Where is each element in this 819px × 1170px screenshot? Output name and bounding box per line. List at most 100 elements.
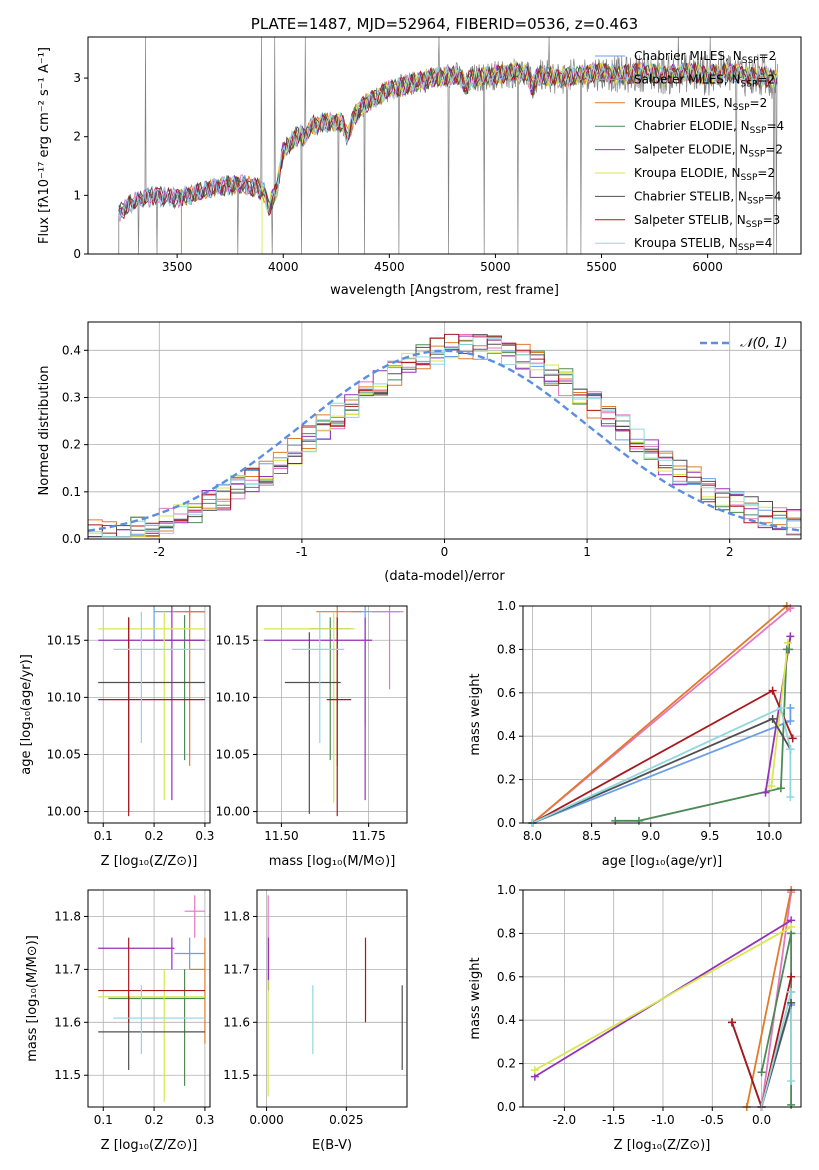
y-tick-label: 0.4 <box>497 729 516 743</box>
y-tick-label: 10.05 <box>216 747 250 761</box>
residual-histogram <box>88 333 801 538</box>
chart-title: PLATE=1487, MJD=52964, FIBERID=0536, z=0… <box>251 15 638 33</box>
y-tick-label: 1 <box>73 188 81 202</box>
x-axis-label: E(B-V) <box>312 1138 352 1153</box>
data-point-marker <box>786 792 795 801</box>
y-tick-label: 11.5 <box>54 1068 81 1082</box>
x-tick-label: 4500 <box>374 260 405 274</box>
legend-value: =2 <box>757 166 775 180</box>
x-tick-label: -2 <box>153 545 165 559</box>
legend-subscript: SSP <box>748 150 765 160</box>
panel-mass-weight-vs-age: 8.0 8.5 9.0 9.5 10.0 0.0 0.2 0.4 0.6 0.8 1.0 age [l… <box>468 599 802 869</box>
legend-subscript: SSP <box>733 103 750 113</box>
legend-subscript: SSP <box>747 196 764 206</box>
legend-value: =4 <box>766 119 784 133</box>
y-tick-label: 0.0 <box>497 1100 516 1114</box>
y-tick-label: 10.00 <box>216 805 250 819</box>
x-tick-label: 0.1 <box>94 1113 113 1127</box>
mass-weight-line <box>745 890 792 1107</box>
plot-area-mass-vs-Z <box>98 895 206 1102</box>
plot-area-mass-vs-ebv <box>267 895 403 1097</box>
data-point-marker <box>530 1066 539 1075</box>
y-axis-label: Normed distribution <box>37 366 52 496</box>
y-tick-label: 3 <box>73 71 81 85</box>
data-point-marker <box>787 1100 796 1109</box>
y-axis-label: Flux [fλ10⁻¹⁷ erg cm⁻² s⁻¹ A⁻¹] <box>37 47 52 244</box>
plot-area-mass-weight-vs-Z <box>534 890 792 1107</box>
x-axis-label: Z [log₁₀(Z/Z⊙)] <box>614 1138 711 1153</box>
y-tick-label: 1.0 <box>497 599 516 613</box>
x-tick-label: 0.2 <box>145 1113 164 1127</box>
data-point-marker <box>787 972 796 981</box>
axes-frame <box>256 889 408 1108</box>
axes-frame <box>256 605 408 824</box>
panel-mass-weight-vs-Z: -2.0 -1.5 -1.0 -0.5 0.0 0.0 0.2 0.4 0.6 0.8 1.0 Z [… <box>468 883 802 1153</box>
y-tick-label: 0.0 <box>497 816 516 830</box>
mass-weight-line <box>534 926 792 1071</box>
data-point-marker <box>768 686 777 695</box>
x-tick-label: 3500 <box>162 260 193 274</box>
x-axis-label: (data-model)/error <box>384 569 505 584</box>
residual-histogram <box>88 337 801 538</box>
data-point-marker <box>776 703 785 712</box>
plot-area-mass-weight-vs-age <box>531 606 794 823</box>
x-tick-label: 0.1 <box>94 829 113 843</box>
y-tick-label: 11.6 <box>223 1015 250 1029</box>
x-tick-label: 8.0 <box>523 829 542 843</box>
plot-area-age-vs-mass <box>263 606 404 817</box>
y-tick-label: 10.00 <box>47 805 81 819</box>
x-tick-label: -0.5 <box>701 1113 724 1127</box>
panel-mass-vs-Z: 0.1 0.2 0.3 11.5 11.6 11.7 11.8 Z [log₁₀(Z/Z⊙)]… <box>25 889 214 1153</box>
plot-area-age-vs-Z <box>98 606 205 817</box>
data-point-marker <box>787 987 796 996</box>
x-axis-label: Z [log₁₀(Z/Z⊙)] <box>101 854 198 869</box>
data-point-marker <box>785 645 794 654</box>
data-point-marker <box>768 714 777 723</box>
y-tick-label: 11.8 <box>223 909 250 923</box>
x-tick-label: 11.75 <box>351 829 385 843</box>
x-tick-label: 0.000 <box>249 1113 283 1127</box>
x-tick-label: 5000 <box>480 260 511 274</box>
legend-entry: Salpeter STELIB, NSSP=3 <box>634 213 780 230</box>
x-tick-label: 5500 <box>586 260 617 274</box>
axes-frame <box>522 889 802 1108</box>
x-tick-label: -1.0 <box>651 1113 674 1127</box>
y-tick-label: 11.8 <box>54 909 81 923</box>
legend: Chabrier MILES, NSSP=2 Salpeter MILES, NS… <box>595 49 784 253</box>
panel-mass-vs-ebv: 0.000 0.025 11.5 11.6 11.7 11.8 E(B-V) <box>223 889 408 1153</box>
y-tick-label: 0.8 <box>497 642 516 656</box>
x-tick-label: 9.5 <box>700 829 719 843</box>
x-tick-label: -1.5 <box>602 1113 625 1127</box>
x-tick-label: 0.2 <box>145 829 164 843</box>
y-tick-label: 0.6 <box>497 686 516 700</box>
data-point-marker <box>787 1076 796 1085</box>
data-point-marker <box>611 816 620 825</box>
data-point-marker <box>761 788 770 797</box>
x-tick-label: -2.0 <box>553 1113 576 1127</box>
legend-entry: Chabrier ELODIE, NSSP=4 <box>634 119 784 136</box>
legend-value: =2 <box>757 72 775 86</box>
axes-frame <box>87 605 211 824</box>
y-tick-label: 0.2 <box>497 773 516 787</box>
panel-age-vs-Z: 0.1 0.2 0.3 10.00 10.05 10.10 10.15 Z [log₁₀(Z/… <box>19 605 214 869</box>
plot-area-residuals <box>88 333 801 538</box>
legend-entry: Kroupa ELODIE, NSSP=2 <box>634 166 775 183</box>
legend-value: =2 <box>765 143 783 157</box>
data-point-marker <box>786 632 795 641</box>
y-axis-label: age [log₁₀(age/yr)] <box>19 654 34 775</box>
legend-entry: Kroupa MILES, NSSP=2 <box>634 96 767 113</box>
y-axis-label: mass weight <box>468 957 483 1039</box>
y-tick-label: 0.8 <box>497 926 516 940</box>
legend-entry: Chabrier MILES, NSSP=2 <box>634 49 776 66</box>
legend-value: =4 <box>764 189 782 203</box>
y-tick-label: 10.15 <box>47 633 81 647</box>
legend-value: =3 <box>763 213 781 227</box>
mass-weight-line <box>770 642 789 787</box>
data-point-marker <box>776 784 785 793</box>
model-spectrum-line <box>118 62 778 220</box>
y-tick-label: 0 <box>73 247 81 261</box>
data-point-marker <box>727 1018 736 1027</box>
panel-age-vs-mass: 11.50 11.75 10.00 10.05 10.10 10.15 mass [log₁… <box>216 605 408 869</box>
mass-weight-line <box>532 689 794 823</box>
legend-subscript: SSP <box>746 220 763 230</box>
